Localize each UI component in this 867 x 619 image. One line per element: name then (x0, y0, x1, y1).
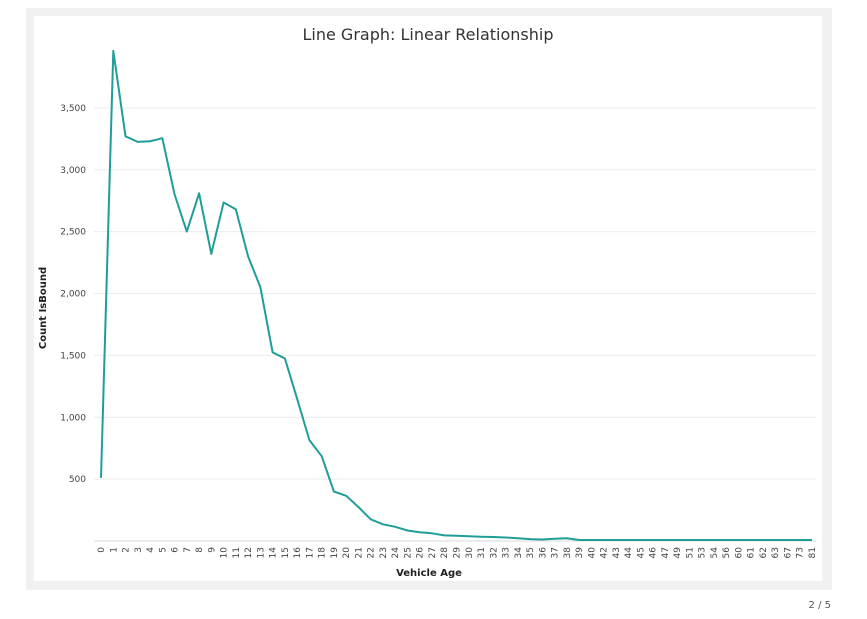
x-tick-label: 67 (783, 547, 793, 558)
x-tick-label: 5 (158, 547, 168, 553)
x-tick-label: 21 (354, 547, 364, 558)
x-tick-label: 29 (453, 547, 463, 559)
x-tick-label: 11 (232, 547, 242, 558)
x-tick-label: 27 (428, 547, 438, 558)
series-line-count-isbound (100, 49, 812, 541)
x-tick-label: 14 (269, 547, 279, 559)
x-tick-label: 36 (538, 547, 548, 559)
x-tick-label: 17 (305, 547, 315, 558)
x-tick-label: 35 (526, 547, 536, 558)
x-tick-label: 19 (330, 547, 340, 559)
x-tick-label: 34 (514, 547, 524, 559)
x-tick-label: 2 (122, 547, 132, 553)
x-tick-label: 54 (710, 547, 720, 559)
x-tick-label: 46 (649, 547, 659, 559)
x-tick-label: 18 (318, 547, 328, 559)
y-axis-label: Count IsBound (38, 267, 49, 349)
x-tick-label: 13 (256, 547, 266, 558)
y-tick-label: 1,000 (60, 413, 86, 423)
chart-title: Line Graph: Linear Relationship (302, 25, 553, 44)
x-tick-label: 33 (502, 547, 512, 558)
x-tick-label: 16 (293, 547, 303, 559)
x-tick-label: 25 (403, 547, 413, 558)
x-tick-label: 23 (379, 547, 389, 558)
page-indicator: 2 / 5 (808, 600, 831, 611)
x-tick-label: 12 (244, 547, 254, 558)
x-tick-label: 42 (600, 547, 610, 558)
x-tick-label: 32 (489, 547, 499, 558)
x-tick-label: 1 (109, 547, 119, 553)
x-tick-label: 44 (624, 547, 634, 559)
y-tick-label: 3,500 (60, 104, 86, 114)
x-axis-ticks: 0 1 2 3 4 5 6 7 8 9 10 11 12 13 14 15 16 17 18 19 20 21 22 23 24… (97, 547, 818, 559)
x-tick-label: 0 (97, 547, 107, 553)
x-tick-label: 4 (146, 547, 156, 553)
x-tick-label: 8 (195, 547, 205, 553)
x-tick-label: 24 (391, 547, 401, 559)
x-tick-label: 37 (551, 547, 561, 558)
x-tick-label: 51 (685, 547, 695, 558)
x-tick-label: 39 (575, 547, 585, 559)
x-tick-label: 49 (673, 547, 683, 559)
x-tick-label: 10 (220, 547, 230, 559)
x-tick-label: 31 (477, 547, 487, 558)
x-tick-label: 9 (207, 547, 217, 553)
x-tick-label: 3 (134, 547, 144, 553)
x-tick-label: 45 (636, 547, 646, 558)
x-tick-label: 53 (698, 547, 708, 558)
x-tick-label: 7 (183, 547, 193, 553)
x-tick-label: 26 (416, 547, 426, 559)
x-tick-label: 47 (661, 547, 671, 558)
x-tick-label: 60 (734, 547, 744, 559)
x-tick-label: 28 (440, 547, 450, 559)
x-tick-label: 62 (759, 547, 769, 558)
line-chart-card: Line Graph: Linear Relationship 500 1,000… (34, 16, 822, 581)
x-tick-label: 73 (796, 547, 806, 558)
x-tick-label: 38 (563, 547, 573, 559)
x-tick-label: 40 (587, 547, 597, 559)
x-tick-label: 6 (171, 547, 181, 553)
y-tick-label: 500 (69, 475, 86, 485)
grid-lines (94, 107, 816, 480)
x-tick-label: 30 (465, 547, 475, 559)
x-axis-label: Vehicle Age (396, 568, 462, 579)
line-chart: Line Graph: Linear Relationship 500 1,000… (38, 25, 818, 579)
y-tick-label: 2,500 (60, 228, 86, 238)
x-tick-label: 20 (342, 547, 352, 559)
x-tick-label: 61 (747, 547, 757, 558)
x-tick-label: 43 (612, 547, 622, 558)
x-tick-label: 22 (367, 547, 377, 558)
x-tick-label: 63 (771, 547, 781, 558)
x-tick-label: 81 (808, 547, 818, 558)
y-axis-ticks: 500 1,000 1,500 2,000 2,500 3,000 3,500 (60, 104, 86, 485)
x-tick-label: 56 (722, 547, 732, 559)
x-tick-label: 15 (281, 547, 291, 558)
y-tick-label: 2,000 (60, 290, 86, 300)
y-tick-label: 1,500 (60, 351, 86, 361)
y-tick-label: 3,000 (60, 166, 86, 176)
